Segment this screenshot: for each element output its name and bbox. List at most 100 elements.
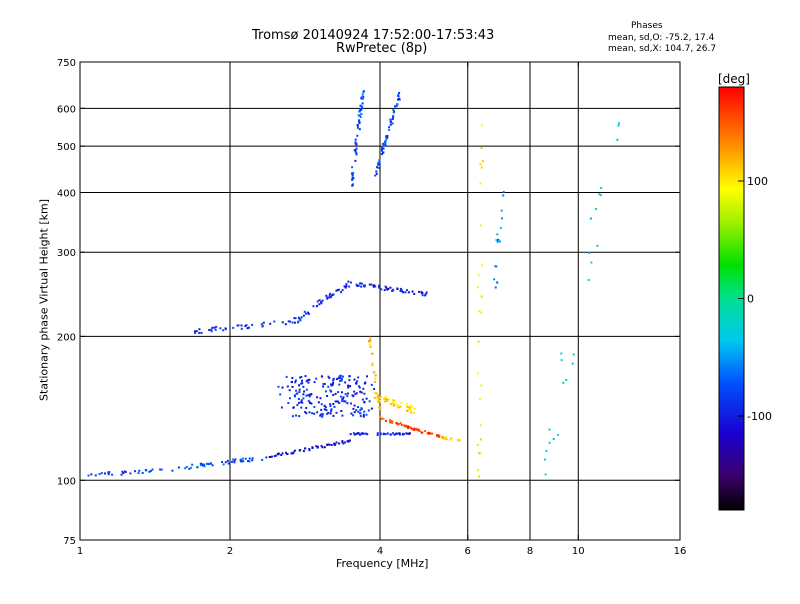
data-point [353,390,356,393]
data-point [251,457,254,460]
data-point [336,400,339,403]
data-point [410,404,413,407]
data-point [449,438,451,441]
data-point [358,385,360,388]
data-point [100,472,103,475]
data-point [248,460,251,463]
data-point [231,460,233,463]
data-point [241,457,244,460]
x-axis-label: Frequency [MHz] [336,557,429,570]
data-point [301,379,303,382]
data-point [380,288,383,291]
data-point [407,291,410,294]
data-point [285,375,288,378]
data-point [320,375,323,378]
data-point [330,444,333,446]
data-point [308,449,311,452]
data-point [338,383,341,386]
data-point [346,395,349,398]
data-point [479,182,482,185]
colorbar-tick-label: 100 [747,175,768,188]
data-point [392,116,395,119]
data-point [363,392,366,395]
data-point [420,431,423,434]
data-point [188,467,191,470]
data-point [341,414,344,417]
data-point [427,431,430,434]
data-point [349,433,352,436]
data-point [386,135,389,137]
data-point [365,432,367,435]
data-point [344,400,347,403]
data-point [359,433,362,436]
data-point [293,394,296,397]
colorbar-ticks: 100 0 -100 [deg] [718,72,772,511]
data-point [222,329,225,332]
data-point [598,193,601,196]
data-point [341,375,344,378]
data-point [306,379,309,381]
data-point [479,452,482,455]
data-point [350,412,353,415]
data-point [281,386,284,389]
data-point [424,430,427,432]
data-point [391,122,394,125]
data-point [392,399,395,402]
data-point [273,455,276,458]
data-point [360,407,363,410]
data-point [494,286,497,289]
data-point [326,297,329,300]
data-point [361,398,364,401]
data-point [320,444,323,447]
data-point [196,466,199,469]
data-point [240,460,243,462]
data-point [348,285,351,288]
y-tick-label: 200 [57,332,76,343]
data-point [199,464,202,467]
data-point [332,394,335,396]
data-point [326,296,329,299]
data-point [298,388,301,391]
data-point [327,375,330,378]
data-point [359,412,362,415]
data-point [286,385,289,388]
data-point [391,421,394,424]
data-point [394,105,397,108]
data-point [352,395,355,398]
data-point [294,379,297,382]
data-point [397,404,400,407]
data-point [215,325,218,328]
data-point [361,93,364,96]
data-point [121,470,124,473]
data-point [297,401,300,404]
data-point [421,294,424,297]
phases-o-stats: mean, sd,O: -75.2, 17.4 [608,33,715,43]
data-point [330,408,333,411]
data-point [548,428,551,431]
data-point [411,428,414,431]
data-point [392,109,395,111]
data-point [556,433,559,436]
data-point [384,142,387,144]
data-point [240,324,243,327]
data-point [329,292,331,295]
data-point [366,433,369,436]
data-point [213,326,216,329]
data-point [284,323,287,326]
data-point [544,473,547,476]
data-point [302,393,305,396]
x-tick-label: 10 [572,546,585,557]
x-tick-label: 1 [77,546,83,557]
data-point [389,120,392,123]
data-point [562,381,565,384]
data-point [352,432,355,435]
data-point [421,291,424,294]
data-point [261,458,264,461]
data-point [316,446,319,449]
data-point [357,406,359,409]
data-point [344,441,346,444]
data-point [480,295,483,298]
data-point [365,397,368,400]
data-point [328,296,331,299]
data-point [346,440,349,443]
